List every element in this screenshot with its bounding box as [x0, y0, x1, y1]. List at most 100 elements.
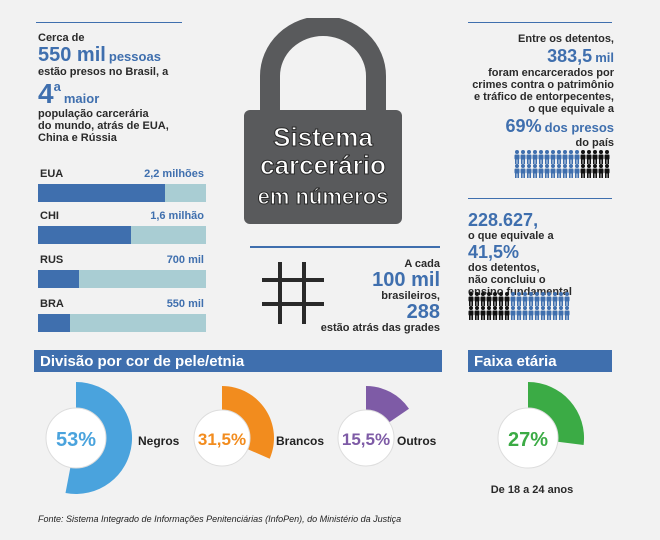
person-icon: [550, 150, 556, 164]
stat-line: foram encarcerados por: [488, 67, 614, 79]
person-icon: [564, 292, 570, 306]
stat-line: população carcerária: [38, 108, 149, 120]
bar-row-eua: EUA 2,2 milhões: [38, 168, 206, 202]
person-icon: [514, 164, 520, 178]
bar-value-label: 700 mil: [166, 254, 204, 266]
pie-brancos: 31,5%: [193, 386, 274, 467]
person-icon: [574, 164, 580, 178]
pie-label-brancos: Brancos: [276, 434, 325, 448]
person-icon: [520, 150, 526, 164]
pie-faixa: 27%: [497, 382, 585, 469]
bar-category-label: EUA: [40, 168, 64, 180]
bar-value-label: 550 mil: [166, 298, 204, 310]
lock-title-line2: carcerário: [260, 150, 386, 180]
person-icon: [592, 150, 598, 164]
person-icon: [520, 164, 526, 178]
source-note: Fonte: Sistema Integrado de Informações …: [38, 514, 402, 524]
person-icon: [580, 164, 586, 178]
person-icon: [564, 306, 570, 320]
person-icon: [522, 306, 528, 320]
person-icon: [516, 292, 522, 306]
person-icon: [580, 150, 586, 164]
stat-percent: 41,5%: [468, 242, 520, 262]
bar-row-chi: CHI 1,6 milhão: [38, 210, 206, 244]
person-icon: [468, 306, 474, 320]
stat-big-number: 550 mil: [38, 44, 106, 66]
padlock-icon: Sistema carcerário em números: [244, 18, 402, 224]
pie-label-outros: Outros: [397, 434, 437, 448]
stat-big-number: 100 mil: [372, 269, 440, 291]
stat-suffix: mil: [595, 50, 614, 65]
stat-line: não concluiu o: [468, 274, 546, 286]
person-icon: [592, 164, 598, 178]
stat-suffix: pessoas: [108, 49, 161, 64]
bar-track: [38, 184, 206, 202]
section-header-etnia: Divisão por cor de pele/etnia: [34, 350, 442, 372]
person-icon: [526, 164, 532, 178]
bar: [38, 184, 165, 202]
bar-value-label: 2,2 milhões: [144, 168, 204, 180]
stat-line: China e Rússia: [38, 132, 117, 144]
person-icon: [510, 292, 516, 306]
pie-outros: 15,5%: [337, 386, 409, 467]
person-icon: [532, 164, 538, 178]
bar-category-label: CHI: [40, 210, 59, 222]
person-icon: [468, 292, 474, 306]
person-icon: [544, 150, 550, 164]
person-icon: [558, 306, 564, 320]
pie-label-faixa: De 18 a 24 anos: [490, 484, 574, 496]
pie-pct-faixa: 27%: [508, 429, 548, 451]
person-icon: [534, 306, 540, 320]
stat-line: estão presos no Brasil, a: [38, 66, 169, 78]
person-icon: [528, 306, 534, 320]
person-icon: [522, 292, 528, 306]
person-icon: [504, 292, 510, 306]
bar: [38, 270, 79, 288]
rank-number: 4: [38, 78, 54, 109]
stat-line: estão atrás das grades: [320, 322, 440, 334]
stat-line: A cada: [404, 258, 440, 270]
person-icon: [604, 164, 610, 178]
person-icon: [480, 306, 486, 320]
person-icon: [546, 306, 552, 320]
person-icon: [568, 150, 574, 164]
pie-pct-brancos: 31,5%: [198, 430, 246, 449]
person-icon: [552, 306, 558, 320]
lock-title-line3: em números: [258, 184, 389, 209]
person-icon: [492, 306, 498, 320]
bar-category-label: RUS: [40, 254, 64, 266]
person-icon: [598, 150, 604, 164]
person-icon: [486, 306, 492, 320]
lock-title-line1: Sistema: [273, 122, 373, 152]
person-icon: [586, 150, 592, 164]
person-icon: [586, 164, 592, 178]
person-icon: [556, 150, 562, 164]
person-icon: [568, 164, 574, 178]
person-icon: [552, 292, 558, 306]
education-stat: 228.627, o que equivale a 41,5% dos dete…: [468, 210, 614, 298]
person-icon: [516, 306, 522, 320]
person-icon: [550, 164, 556, 178]
pie-label-negros: Negros: [138, 434, 180, 448]
mid-right-rule: [468, 198, 612, 199]
rank-superscript: a: [53, 79, 61, 94]
incarceration-rate-stat: A cada 100 mil brasileiros, 288 estão at…: [318, 258, 440, 334]
person-icon: [474, 306, 480, 320]
stat-line: e tráfico de entorpecentes,: [474, 91, 614, 103]
bar-track: [38, 314, 206, 332]
person-icon: [498, 306, 504, 320]
stat-line: crimes contra o patrimônio: [472, 79, 614, 91]
stat-line: o que equivale a: [528, 103, 614, 115]
person-icon: [492, 292, 498, 306]
stat-line: Cerca de: [38, 32, 85, 44]
pie-pct-outros: 15,5%: [342, 430, 390, 449]
people-pictogram-education: [468, 292, 572, 320]
person-icon: [474, 292, 480, 306]
stat-line: do país: [575, 137, 614, 149]
stat-suffix: dos presos: [544, 120, 614, 135]
pie-pct-negros: 53%: [56, 429, 96, 451]
person-icon: [486, 292, 492, 306]
person-icon: [514, 150, 520, 164]
stat-percent: 69%: [505, 116, 542, 136]
people-pictogram-crime: [514, 150, 614, 178]
